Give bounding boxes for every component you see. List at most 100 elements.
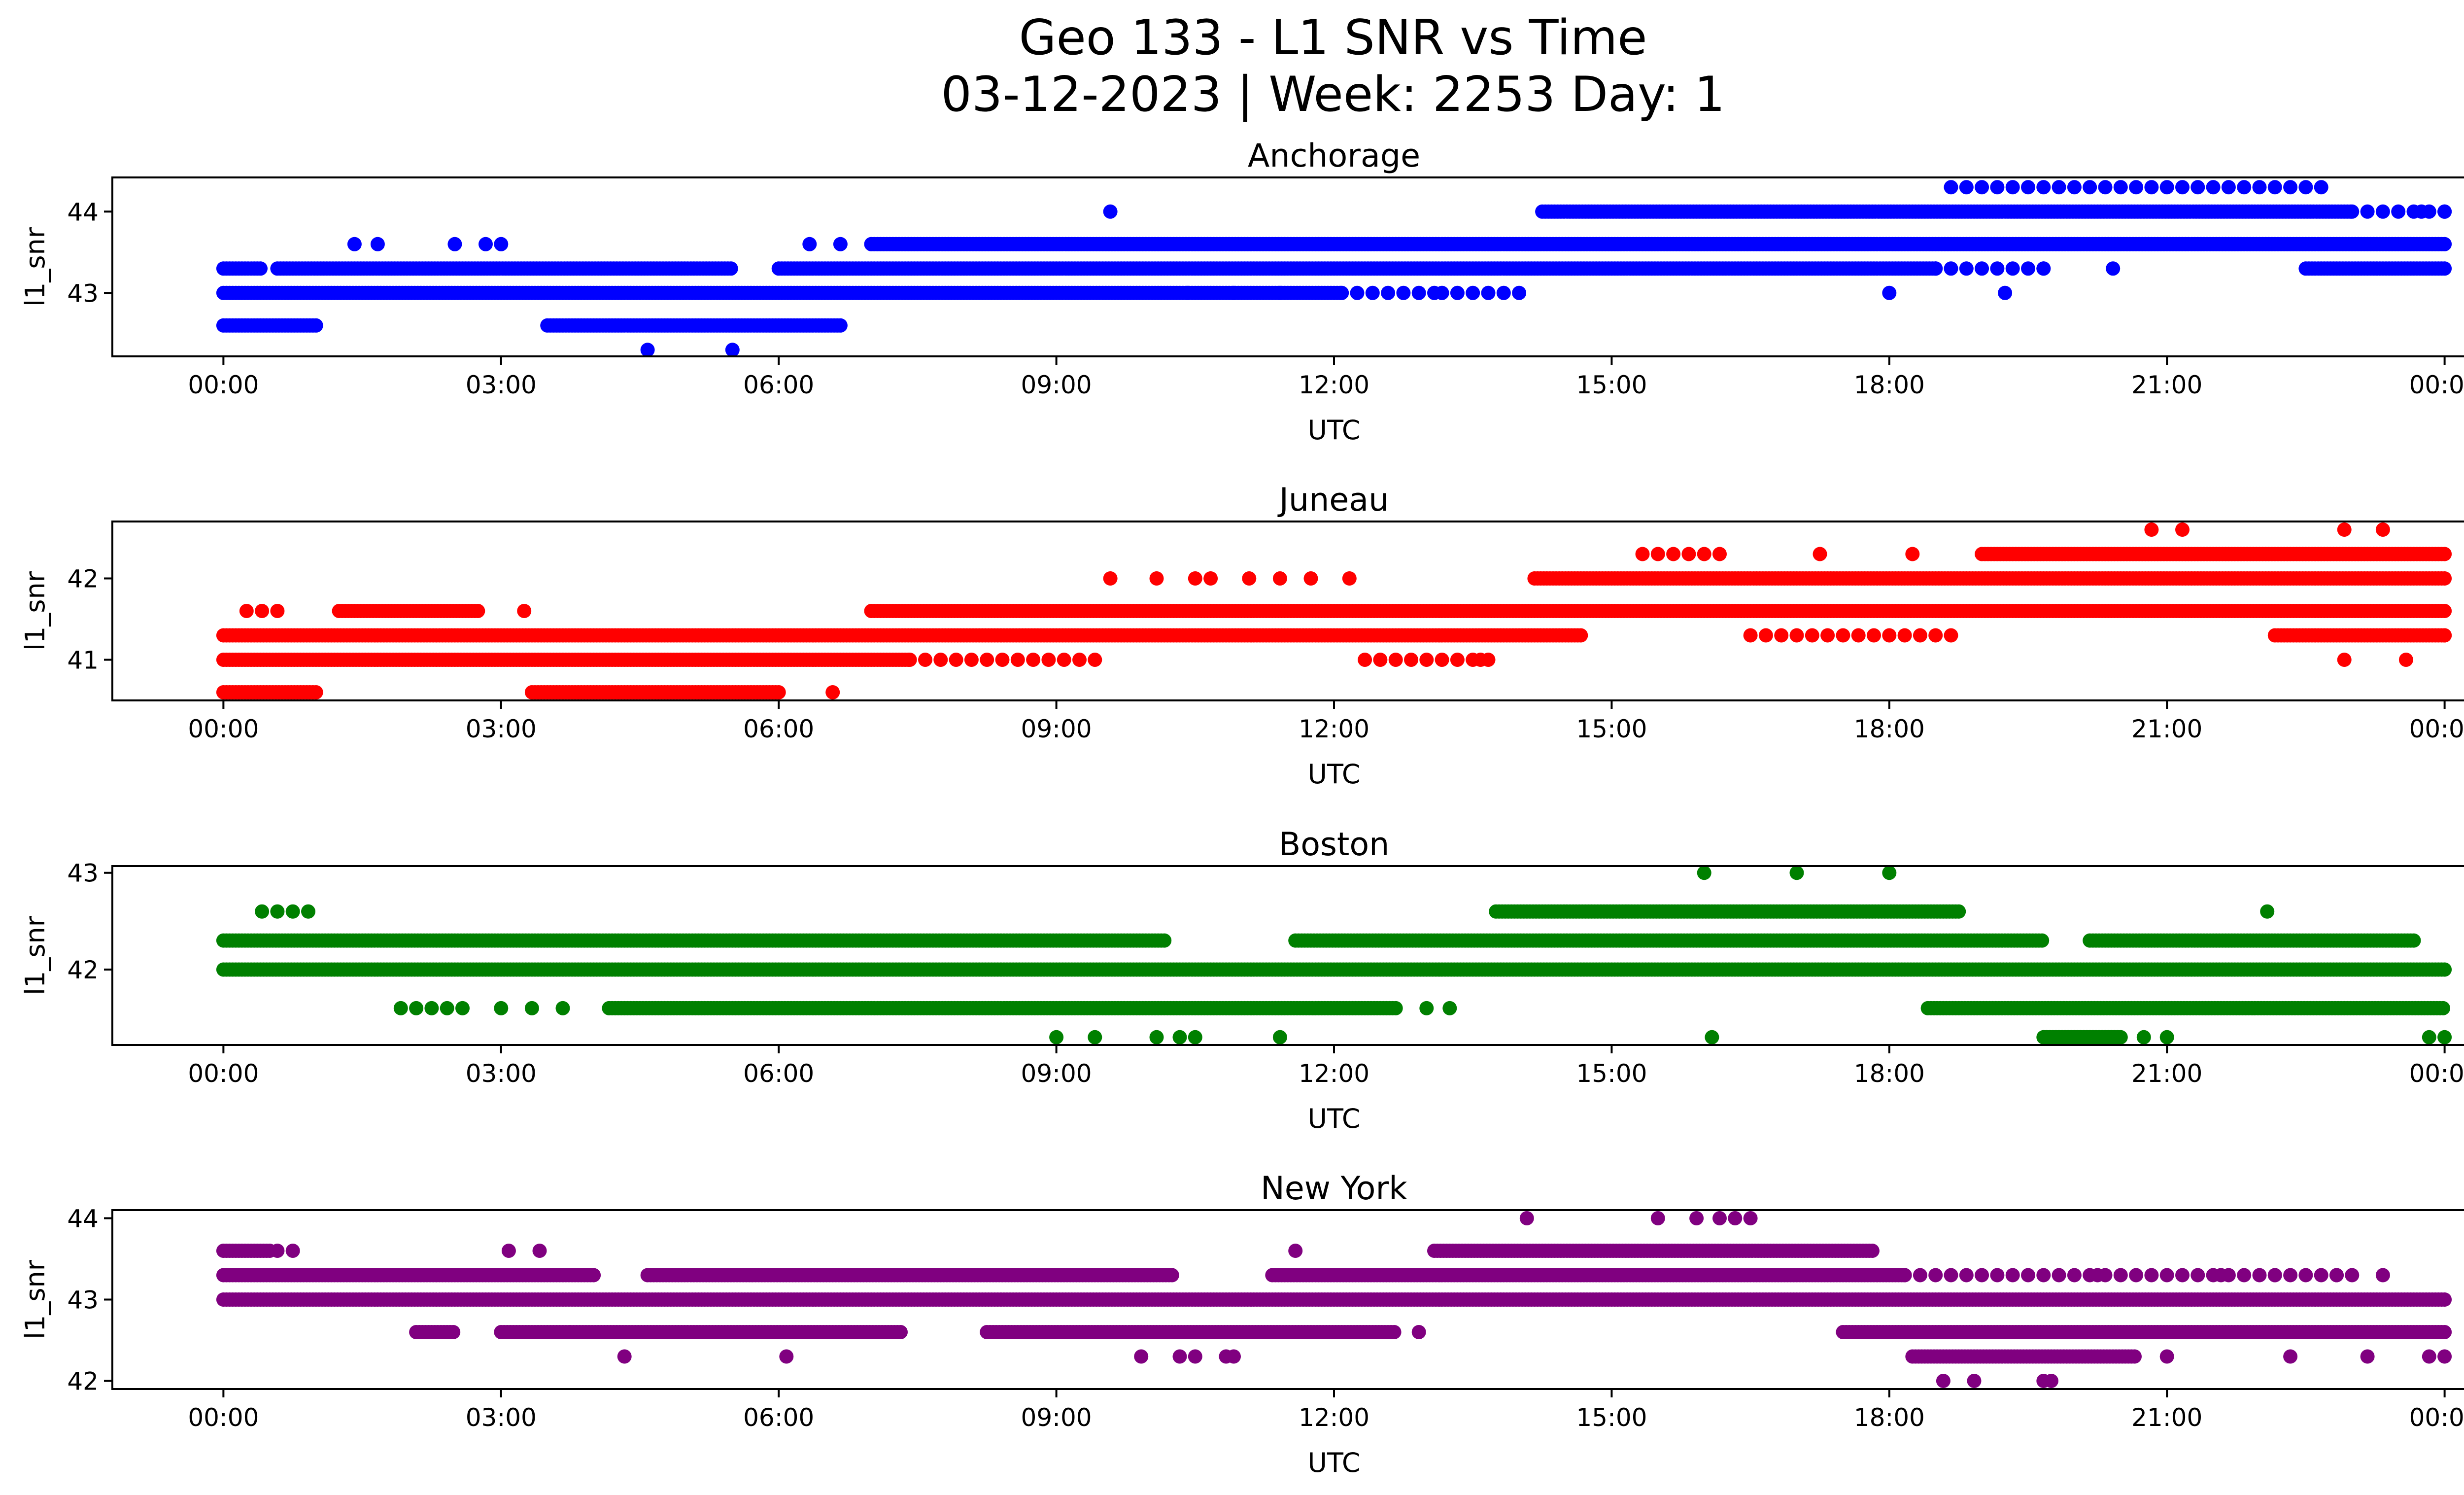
anchorage-point <box>2237 180 2252 195</box>
juneau-point <box>308 685 323 699</box>
juneau-point <box>1820 628 1835 643</box>
juneau-point <box>1574 628 1588 643</box>
anchorage-point <box>2083 180 2097 195</box>
juneau-point <box>1419 653 1434 667</box>
juneau-point <box>1010 653 1025 667</box>
juneau-xtick-label: 00:00 <box>188 715 259 743</box>
anchorage-ytick-label: 43 <box>67 279 99 308</box>
anchorage-point <box>1365 285 1380 300</box>
juneau-point <box>1712 547 1727 561</box>
anchorage-point <box>1928 261 1943 276</box>
anchorage-point <box>640 343 655 356</box>
anchorage-point <box>2005 180 2020 195</box>
juneau-point <box>2337 653 2352 667</box>
anchorage-point <box>1975 261 1989 276</box>
anchorage-point <box>2267 180 2282 195</box>
anchorage-point <box>253 261 268 276</box>
juneau-point <box>995 653 1010 667</box>
anchorage-xtick-label: 06:00 <box>743 371 814 399</box>
anchorage-point <box>1990 261 2005 276</box>
juneau-point <box>2437 547 2452 561</box>
anchorage-point <box>833 318 848 333</box>
anchorage-point <box>1512 285 1527 300</box>
juneau-point <box>1450 653 1465 667</box>
juneau-xtick-label: 21:00 <box>2131 715 2202 743</box>
anchorage-point <box>802 237 817 251</box>
anchorage-point <box>2067 180 2082 195</box>
juneau-point <box>2437 571 2452 586</box>
juneau-point <box>1905 547 1920 561</box>
juneau-point <box>1473 653 1488 667</box>
juneau-point <box>2375 522 2390 537</box>
anchorage-point <box>2190 180 2205 195</box>
juneau-point <box>1103 571 1118 586</box>
anchorage-point <box>2036 261 2051 276</box>
juneau-point <box>1697 547 1711 561</box>
boston-point <box>2437 962 2452 977</box>
juneau-xtick-label: 15:00 <box>1576 715 1647 743</box>
anchorage-point <box>1396 285 1411 300</box>
anchorage-xtick-label: 21:00 <box>2131 371 2202 399</box>
juneau-point <box>1743 628 1758 643</box>
juneau-point <box>1272 571 1287 586</box>
juneau-point <box>1303 571 1318 586</box>
anchorage-point <box>1466 285 1480 300</box>
anchorage-point <box>2437 204 2452 219</box>
juneau-point <box>1666 547 1681 561</box>
anchorage-point <box>1944 180 1958 195</box>
anchorage-point <box>2021 180 2035 195</box>
juneau-point <box>964 653 979 667</box>
juneau-point <box>1404 653 1418 667</box>
juneau-point <box>825 685 840 699</box>
juneau-point <box>270 604 285 618</box>
juneau-point <box>517 604 532 618</box>
anchorage-point <box>2098 180 2113 195</box>
juneau-point <box>1342 571 1357 586</box>
anchorage-point <box>2360 204 2375 219</box>
anchorage-point <box>2005 261 2020 276</box>
juneau-point <box>1435 653 1449 667</box>
anchorage-point <box>308 318 323 333</box>
juneau-point <box>771 685 786 699</box>
anchorage-xtick-label: 15:00 <box>1576 371 1647 399</box>
juneau-xtick-label: 00:00 <box>2409 715 2464 743</box>
juneau-point <box>1188 571 1202 586</box>
juneau-xtick-label: 09:00 <box>1021 715 1092 743</box>
juneau-point <box>1789 628 1804 643</box>
boston-markers <box>216 866 2452 1044</box>
anchorage-point <box>1975 180 1989 195</box>
juneau-point <box>1088 653 1102 667</box>
juneau-point <box>949 653 963 667</box>
anchorage-point <box>1335 285 1349 300</box>
juneau-point <box>471 604 485 618</box>
anchorage-xtick-label: 12:00 <box>1299 371 1369 399</box>
anchorage-point <box>2283 180 2298 195</box>
juneau-point <box>1358 653 1372 667</box>
anchorage-point <box>2298 180 2313 195</box>
juneau-point <box>2398 653 2413 667</box>
boston-xlabel: UTC <box>1307 1103 1360 1134</box>
juneau-point <box>902 653 917 667</box>
anchorage-point <box>2437 237 2452 251</box>
juneau-xtick-label: 06:00 <box>743 715 814 743</box>
anchorage-point <box>833 237 848 251</box>
boston-ylabel: l1_snr <box>20 915 51 995</box>
anchorage-point <box>2113 180 2128 195</box>
juneau-point <box>1836 628 1850 643</box>
juneau-point <box>2175 522 2190 537</box>
anchorage-point <box>1411 285 1426 300</box>
anchorage-point <box>2345 204 2360 219</box>
boston-title: Boston <box>1279 826 1390 863</box>
anchorage-point <box>2375 204 2390 219</box>
juneau-point <box>1882 628 1897 643</box>
anchorage-xtick-label: 00:00 <box>2409 371 2464 399</box>
anchorage-point <box>1272 285 1287 300</box>
anchorage-point <box>2106 261 2121 276</box>
anchorage-point <box>2144 180 2159 195</box>
anchorage-ytick-label: 44 <box>67 198 99 226</box>
juneau-point <box>1681 547 1696 561</box>
anchorage-point <box>723 261 738 276</box>
juneau-point <box>239 604 254 618</box>
